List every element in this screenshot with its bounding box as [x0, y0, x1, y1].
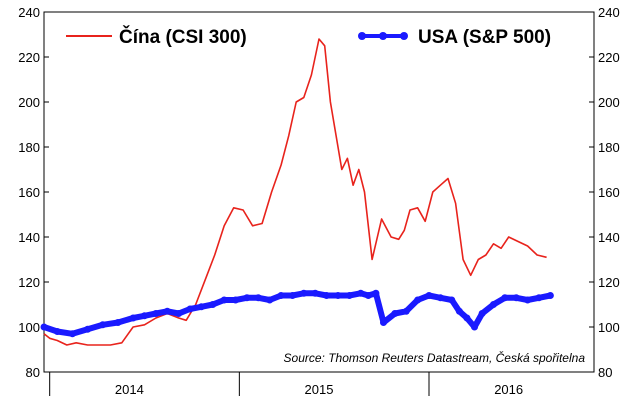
x-tick-label: 2014	[115, 382, 144, 397]
legend: Čína (CSI 300) USA (S&P 500)	[66, 26, 551, 48]
data-point-usa	[448, 296, 456, 304]
data-point-usa	[197, 303, 205, 311]
y-tick-label-right: 180	[598, 140, 620, 155]
x-tick-label: 2016	[494, 382, 523, 397]
data-point-usa	[489, 301, 497, 308]
legend-marker-usa	[358, 32, 366, 40]
data-point-usa	[68, 330, 76, 338]
data-point-usa	[345, 292, 353, 299]
data-point-usa	[414, 296, 422, 304]
data-point-usa	[220, 296, 228, 304]
y-tick-label-right: 160	[598, 185, 620, 200]
data-point-usa	[512, 294, 520, 302]
data-point-usa	[364, 292, 372, 299]
legend-marker-usa	[400, 32, 408, 40]
data-point-usa	[436, 294, 444, 302]
data-point-usa	[402, 307, 410, 315]
data-point-usa	[391, 310, 399, 317]
data-point-usa	[372, 289, 380, 297]
data-point-usa	[114, 319, 122, 326]
data-point-usa	[141, 312, 149, 320]
y-tick-label-left: 200	[18, 95, 40, 110]
data-point-usa	[232, 296, 240, 304]
data-point-usa	[379, 319, 387, 326]
data-point-usa	[266, 296, 274, 304]
data-point-usa	[471, 323, 479, 331]
axes: 80 80 100 100 120 120 140 140 160 160 180 180 200 200…	[18, 5, 619, 397]
data-point-usa	[501, 294, 509, 302]
data-point-usa	[277, 292, 285, 299]
y-tick-label-left: 80	[26, 365, 40, 380]
data-point-usa	[175, 310, 183, 317]
data-point-usa	[311, 289, 319, 297]
data-point-usa	[300, 289, 308, 297]
legend-label-china: Čína (CSI 300)	[119, 26, 247, 48]
series-layer	[40, 38, 554, 346]
data-point-usa	[84, 325, 92, 333]
data-point-usa	[546, 292, 554, 299]
data-point-usa	[99, 321, 107, 329]
y-tick-label-left: 180	[18, 140, 40, 155]
data-point-usa	[455, 307, 463, 315]
y-tick-label-right: 200	[598, 95, 620, 110]
series-line-china	[43, 38, 547, 346]
data-point-usa	[323, 292, 331, 299]
y-tick-label-right: 100	[598, 320, 620, 335]
y-tick-label-left: 220	[18, 50, 40, 65]
x-tick-label: 2015	[305, 382, 334, 397]
legend-marker-usa	[379, 32, 387, 40]
legend-label-usa: USA (S&P 500)	[418, 27, 551, 48]
y-tick-label-left: 140	[18, 230, 40, 245]
data-point-usa	[53, 328, 61, 335]
y-tick-label-left: 120	[18, 275, 40, 290]
y-tick-label-left: 160	[18, 185, 40, 200]
data-point-usa	[334, 292, 342, 299]
data-point-usa	[209, 301, 217, 308]
source-note: Source: Thomson Reuters Datastream, Česk…	[284, 350, 586, 365]
data-point-usa	[425, 292, 433, 299]
data-point-usa	[152, 310, 160, 317]
data-point-usa	[463, 314, 471, 322]
data-point-usa	[254, 294, 262, 302]
y-tick-label-right: 140	[598, 230, 620, 245]
data-point-usa	[524, 296, 532, 304]
y-tick-label-left: 240	[18, 5, 40, 20]
y-tick-label-left: 100	[18, 320, 40, 335]
data-point-usa	[288, 292, 296, 299]
y-tick-label-right: 80	[598, 365, 612, 380]
data-point-usa	[535, 294, 543, 302]
series-line-usa	[41, 290, 554, 337]
data-point-usa	[163, 307, 171, 315]
y-tick-label-right: 120	[598, 275, 620, 290]
data-point-usa	[40, 323, 48, 331]
data-point-usa	[243, 294, 251, 302]
y-tick-label-right: 220	[598, 50, 620, 65]
data-point-usa	[357, 289, 365, 297]
data-point-usa	[478, 310, 486, 317]
y-tick-label-right: 240	[598, 5, 620, 20]
data-point-usa	[186, 305, 194, 313]
data-point-usa	[129, 314, 137, 322]
